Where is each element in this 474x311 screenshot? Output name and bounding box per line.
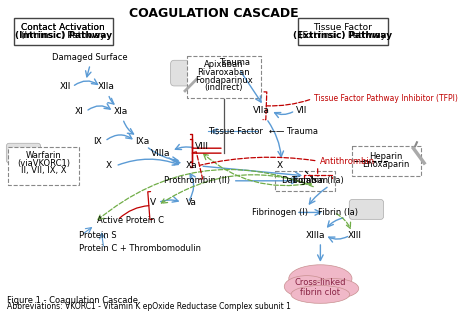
- Text: Fibrin (Ia): Fibrin (Ia): [319, 208, 358, 217]
- Text: Fondaparinux: Fondaparinux: [195, 76, 253, 85]
- Text: XI: XI: [75, 107, 84, 116]
- Text: ←— Trauma: ←— Trauma: [269, 127, 318, 136]
- Text: Figure 1 - Coagulation Cascade: Figure 1 - Coagulation Cascade: [7, 296, 138, 305]
- Text: Tissue Factor Pathway Inhibitor (TFPI): Tissue Factor Pathway Inhibitor (TFPI): [314, 94, 458, 103]
- Text: fibrin clot: fibrin clot: [301, 288, 340, 297]
- FancyBboxPatch shape: [298, 18, 388, 45]
- FancyBboxPatch shape: [6, 143, 41, 163]
- Text: (Extrinsic) Pathway: (Extrinsic) Pathway: [300, 31, 386, 40]
- FancyBboxPatch shape: [352, 146, 420, 176]
- Text: Antithrombin: Antithrombin: [320, 156, 375, 165]
- Text: Active Protein C: Active Protein C: [98, 216, 164, 225]
- Text: X: X: [277, 161, 283, 170]
- Text: XIIa: XIIa: [98, 82, 115, 91]
- Text: XIIIa: XIIIa: [306, 231, 326, 240]
- Text: Dabigatran: Dabigatran: [282, 176, 328, 185]
- Ellipse shape: [309, 279, 359, 298]
- Text: VIIIa: VIIIa: [151, 149, 170, 158]
- Text: VII: VII: [296, 106, 307, 115]
- Text: Trauma: Trauma: [219, 58, 250, 67]
- Text: (viaVKORC1): (viaVKORC1): [17, 159, 70, 168]
- FancyBboxPatch shape: [275, 171, 335, 191]
- Ellipse shape: [284, 276, 329, 297]
- Text: Cross-linked: Cross-linked: [295, 278, 346, 287]
- Text: Abbreviations: VKORC1 - Vitamin K epOxide Reductase Complex subunit 1: Abbreviations: VKORC1 - Vitamin K epOxid…: [7, 302, 291, 311]
- Text: Enoxaparin: Enoxaparin: [363, 160, 410, 169]
- Text: Apixaban: Apixaban: [204, 60, 244, 69]
- Text: Contact Activation: Contact Activation: [21, 23, 105, 32]
- Text: VIIa: VIIa: [253, 106, 270, 115]
- Text: Xa: Xa: [185, 161, 197, 170]
- Text: Va: Va: [186, 198, 197, 207]
- Text: (Intrinsic) Pathway: (Intrinsic) Pathway: [15, 31, 112, 40]
- Text: X: X: [105, 161, 111, 170]
- Text: IXa: IXa: [136, 137, 150, 146]
- Ellipse shape: [289, 265, 352, 292]
- FancyBboxPatch shape: [171, 60, 210, 86]
- Text: Damaged Surface: Damaged Surface: [53, 53, 128, 62]
- Text: II, VII, IX, X: II, VII, IX, X: [20, 166, 66, 175]
- Text: Rivaroxaban: Rivaroxaban: [198, 67, 250, 77]
- Text: IX: IX: [93, 137, 102, 146]
- Text: XIa: XIa: [114, 107, 128, 116]
- Text: XIII: XIII: [347, 231, 362, 240]
- Text: Fibrinogen (I): Fibrinogen (I): [252, 208, 308, 217]
- Text: COAGULATION CASCADE: COAGULATION CASCADE: [129, 7, 299, 20]
- Text: (indirect): (indirect): [205, 83, 243, 92]
- Text: Contact Activation: Contact Activation: [21, 23, 105, 32]
- Text: (Intrinsic) Pathway: (Intrinsic) Pathway: [21, 31, 105, 40]
- Text: Heparin: Heparin: [370, 151, 403, 160]
- FancyBboxPatch shape: [349, 200, 383, 219]
- Text: Protein C + Thrombomodulin: Protein C + Thrombomodulin: [80, 244, 201, 253]
- Text: VIII: VIII: [195, 142, 209, 151]
- Text: Warfarin: Warfarin: [26, 151, 61, 160]
- Text: Tissue Factor: Tissue Factor: [313, 23, 373, 32]
- FancyBboxPatch shape: [187, 56, 261, 98]
- Text: Trombin (IIa): Trombin (IIa): [292, 176, 344, 185]
- Text: Prothrombin (II): Prothrombin (II): [164, 176, 230, 185]
- Text: XII: XII: [59, 82, 71, 91]
- Ellipse shape: [291, 285, 350, 303]
- Text: V: V: [150, 198, 156, 207]
- Text: Tissue Factor: Tissue Factor: [208, 127, 263, 136]
- FancyBboxPatch shape: [8, 147, 79, 185]
- Text: (Extrinsic) Pathway: (Extrinsic) Pathway: [293, 31, 392, 40]
- Text: Protein S: Protein S: [80, 231, 117, 240]
- FancyBboxPatch shape: [14, 18, 113, 45]
